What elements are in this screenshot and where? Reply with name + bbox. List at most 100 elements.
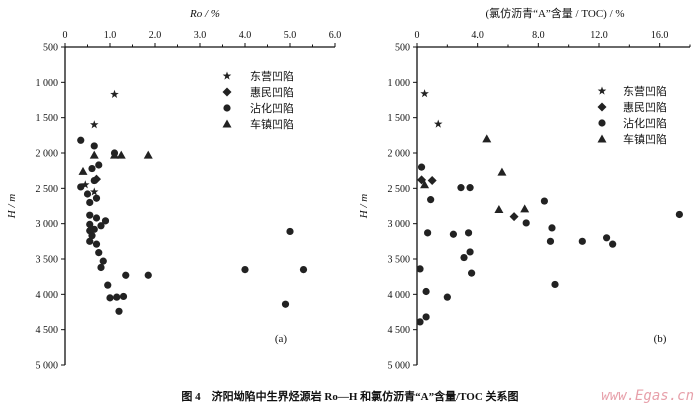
series-circle	[77, 136, 308, 315]
data-point	[551, 280, 559, 289]
data-point	[77, 183, 85, 191]
y-tick-label: 1 000	[388, 78, 411, 89]
series-diamond	[417, 175, 519, 222]
y-tick-label: 4 000	[388, 290, 411, 301]
x-axis-label: Ro / %	[189, 8, 220, 20]
y-tick-label: 3 000	[388, 219, 411, 230]
legend-marker	[598, 119, 606, 127]
data-point	[89, 150, 99, 159]
data-point	[494, 205, 504, 214]
data-point	[77, 136, 85, 144]
y-tick-label: 5 000	[36, 361, 59, 372]
legend-marker	[222, 119, 232, 128]
x-axis-label: (氯仿沥青“A”含量 / TOC) / %	[485, 6, 624, 20]
data-point	[101, 217, 110, 225]
data-point	[509, 212, 519, 222]
data-point	[420, 180, 430, 189]
data-point	[540, 197, 549, 205]
panel-label: (a)	[275, 333, 288, 345]
legend-marker	[222, 87, 232, 97]
series-triangle	[78, 150, 153, 175]
y-tick-label: 1 500	[388, 113, 411, 124]
data-point	[90, 187, 99, 196]
y-tick-label: 2 000	[388, 149, 411, 160]
figure-caption: 图 4 济阳坳陷中生界烃源岩 Ro—H 和氯仿沥青“A”含量/TOC 关系图	[181, 389, 518, 403]
data-point	[86, 198, 94, 207]
data-point	[466, 248, 474, 256]
data-point	[466, 184, 474, 192]
data-point	[520, 204, 530, 213]
data-point	[122, 271, 130, 279]
panel-b: 0 4.0 8.0 12.0 16.0 500 1 000 1 500 2 000 2 500 3 …	[358, 6, 691, 372]
data-point	[99, 257, 107, 265]
legend-marker	[222, 71, 232, 80]
data-point	[416, 265, 424, 273]
data-point	[241, 266, 249, 274]
x-tick-label: 8.0	[532, 30, 545, 41]
y-axis-label: H / m	[358, 194, 370, 220]
data-point	[281, 300, 290, 308]
data-point	[83, 190, 92, 198]
data-point	[443, 293, 451, 301]
data-point	[548, 224, 556, 232]
x-tick-label: 4.0	[471, 30, 484, 41]
data-point	[422, 287, 430, 296]
data-point	[78, 166, 88, 175]
series-star	[81, 89, 119, 196]
y-tick-label: 3 500	[388, 255, 411, 266]
data-point	[95, 249, 103, 257]
data-point	[417, 163, 426, 171]
data-point	[546, 237, 555, 245]
data-point	[602, 234, 611, 242]
y-tick-label: 2 500	[36, 184, 59, 195]
data-point	[578, 237, 586, 245]
data-point	[675, 210, 683, 219]
data-point	[427, 176, 437, 186]
x-tick-label: 0	[415, 30, 420, 41]
data-point	[90, 120, 99, 129]
data-point	[522, 219, 530, 227]
data-point	[86, 237, 94, 245]
data-point	[113, 293, 121, 301]
y-tick-label: 2 000	[36, 149, 59, 160]
data-point	[422, 313, 430, 321]
legend-label: 东营凹陷	[623, 84, 667, 98]
data-point	[88, 164, 96, 173]
y-tick-label: 3 000	[36, 219, 59, 230]
x-tick-label: 6.0	[329, 30, 342, 41]
y-tick-label: 500	[395, 43, 410, 54]
x-tick-label: 2.0	[149, 30, 162, 41]
y-tick-label: 500	[43, 43, 58, 54]
legend-label: 东营凹陷	[250, 69, 294, 83]
series-star	[420, 89, 443, 128]
y-axis-label: H / m	[6, 194, 18, 220]
data-point	[106, 294, 114, 302]
y-tick-label: 3 500	[36, 255, 59, 266]
data-point	[119, 292, 128, 301]
data-point	[286, 227, 294, 236]
x-tick-label: 1.0	[104, 30, 117, 41]
data-point	[416, 318, 424, 326]
y-tick-label: 4 500	[388, 325, 411, 336]
x-tick-label: 3.0	[194, 30, 207, 41]
legend-label: 车镇凹陷	[250, 117, 294, 131]
data-point	[97, 222, 105, 230]
data-point	[116, 150, 126, 159]
data-point	[609, 240, 617, 248]
x-tick-label: 4.0	[239, 30, 252, 41]
data-point	[464, 229, 473, 237]
data-point	[424, 229, 432, 237]
legend-label: 沾化凹陷	[250, 101, 294, 115]
legend-marker	[223, 104, 231, 112]
data-point	[90, 176, 98, 185]
data-point	[497, 167, 507, 176]
data-point	[468, 269, 476, 277]
legend-marker	[597, 134, 607, 143]
data-point	[434, 119, 443, 128]
watermark: www.Egas.cn	[601, 388, 694, 404]
data-point	[110, 150, 119, 159]
y-tick-label: 4 000	[36, 290, 59, 301]
series-circle	[416, 163, 683, 326]
data-point	[95, 161, 103, 169]
